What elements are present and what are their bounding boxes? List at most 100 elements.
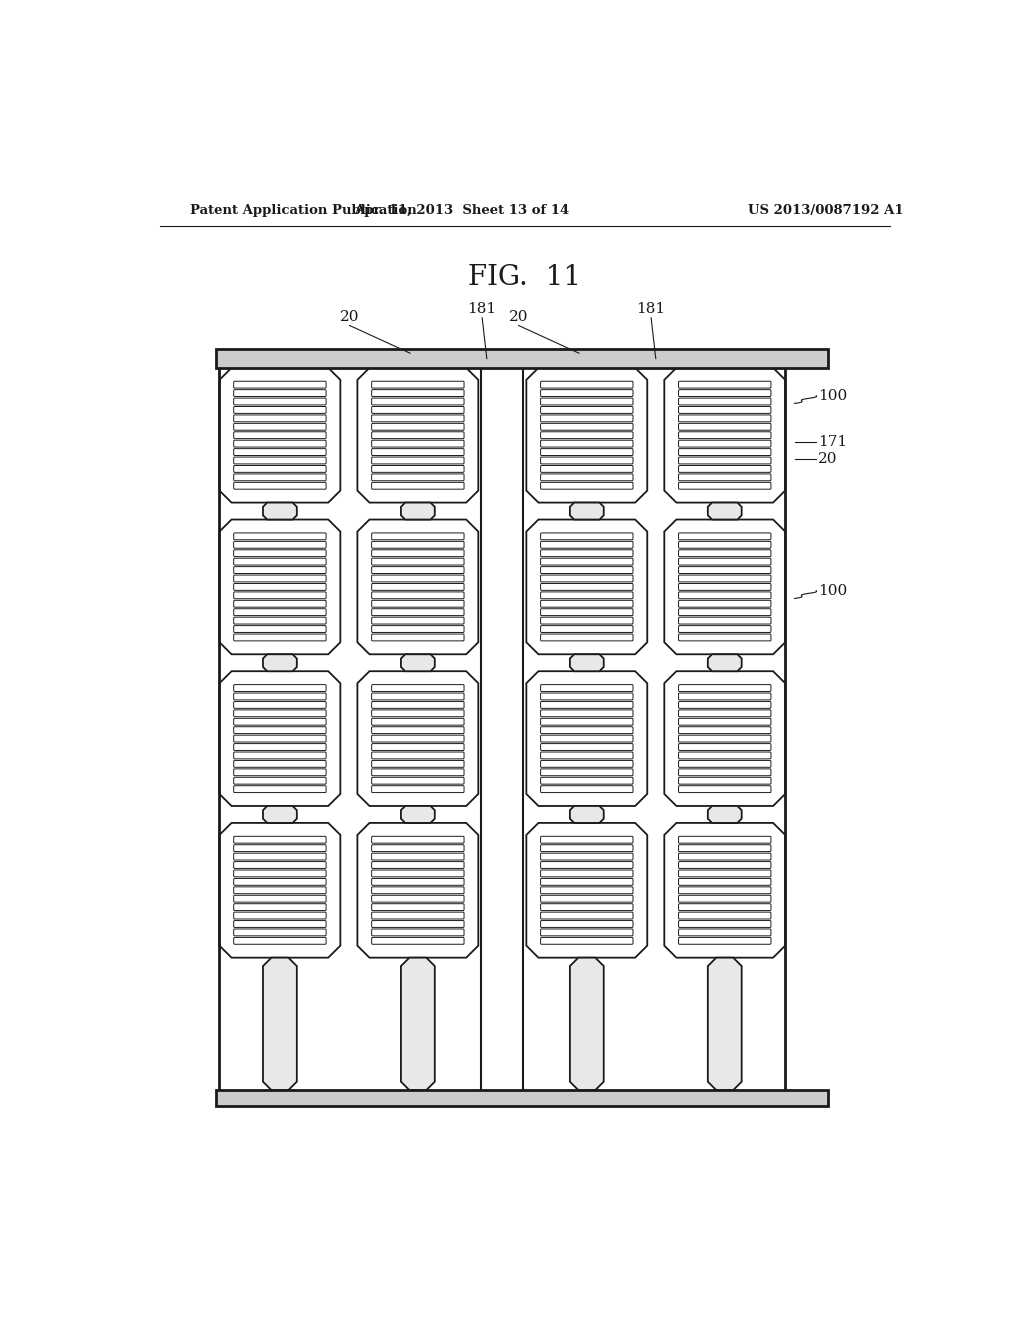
FancyBboxPatch shape [679, 533, 771, 540]
FancyBboxPatch shape [679, 482, 771, 490]
FancyBboxPatch shape [679, 583, 771, 590]
FancyBboxPatch shape [233, 432, 326, 438]
Polygon shape [570, 958, 604, 1090]
FancyBboxPatch shape [233, 424, 326, 430]
FancyBboxPatch shape [372, 912, 464, 919]
FancyBboxPatch shape [233, 414, 326, 422]
FancyBboxPatch shape [372, 414, 464, 422]
FancyBboxPatch shape [679, 768, 771, 776]
Polygon shape [219, 671, 340, 807]
FancyBboxPatch shape [233, 920, 326, 928]
FancyBboxPatch shape [541, 583, 633, 590]
FancyBboxPatch shape [372, 718, 464, 725]
FancyBboxPatch shape [679, 432, 771, 438]
Polygon shape [401, 958, 435, 1090]
FancyBboxPatch shape [372, 457, 464, 463]
FancyBboxPatch shape [233, 693, 326, 700]
FancyBboxPatch shape [541, 743, 633, 751]
Polygon shape [219, 520, 340, 655]
FancyBboxPatch shape [372, 845, 464, 851]
FancyBboxPatch shape [233, 929, 326, 936]
FancyBboxPatch shape [233, 785, 326, 792]
Text: 20: 20 [818, 453, 838, 466]
Text: 100: 100 [818, 583, 847, 598]
FancyBboxPatch shape [233, 482, 326, 490]
Polygon shape [665, 520, 785, 655]
Polygon shape [401, 503, 435, 520]
FancyBboxPatch shape [372, 904, 464, 911]
FancyBboxPatch shape [233, 837, 326, 843]
FancyBboxPatch shape [541, 878, 633, 886]
FancyBboxPatch shape [372, 381, 464, 388]
Text: FIG.  11: FIG. 11 [468, 264, 582, 292]
FancyBboxPatch shape [541, 768, 633, 776]
Polygon shape [357, 368, 478, 503]
FancyBboxPatch shape [340, 520, 357, 655]
FancyBboxPatch shape [216, 350, 827, 368]
FancyBboxPatch shape [679, 601, 771, 607]
Text: Apr. 11, 2013  Sheet 13 of 14: Apr. 11, 2013 Sheet 13 of 14 [353, 205, 569, 218]
FancyBboxPatch shape [647, 368, 665, 503]
FancyBboxPatch shape [679, 609, 771, 615]
FancyBboxPatch shape [541, 449, 633, 455]
FancyBboxPatch shape [679, 381, 771, 388]
Text: 171: 171 [818, 436, 847, 449]
FancyBboxPatch shape [679, 785, 771, 792]
FancyBboxPatch shape [233, 634, 326, 642]
FancyBboxPatch shape [679, 440, 771, 447]
FancyBboxPatch shape [233, 768, 326, 776]
FancyBboxPatch shape [233, 533, 326, 540]
FancyBboxPatch shape [233, 549, 326, 557]
FancyBboxPatch shape [541, 862, 633, 869]
FancyBboxPatch shape [372, 482, 464, 490]
FancyBboxPatch shape [679, 701, 771, 709]
FancyBboxPatch shape [679, 626, 771, 632]
Polygon shape [665, 822, 785, 958]
FancyBboxPatch shape [233, 878, 326, 886]
FancyBboxPatch shape [541, 414, 633, 422]
FancyBboxPatch shape [372, 618, 464, 624]
FancyBboxPatch shape [679, 407, 771, 413]
FancyBboxPatch shape [340, 822, 357, 958]
FancyBboxPatch shape [372, 407, 464, 413]
FancyBboxPatch shape [372, 685, 464, 692]
FancyBboxPatch shape [541, 887, 633, 894]
FancyBboxPatch shape [541, 609, 633, 615]
FancyBboxPatch shape [372, 449, 464, 455]
FancyBboxPatch shape [233, 862, 326, 869]
FancyBboxPatch shape [679, 887, 771, 894]
FancyBboxPatch shape [679, 845, 771, 851]
FancyBboxPatch shape [372, 634, 464, 642]
FancyBboxPatch shape [679, 399, 771, 405]
FancyBboxPatch shape [372, 937, 464, 944]
FancyBboxPatch shape [233, 853, 326, 861]
FancyBboxPatch shape [541, 785, 633, 792]
FancyBboxPatch shape [372, 777, 464, 784]
FancyBboxPatch shape [233, 601, 326, 607]
FancyBboxPatch shape [541, 701, 633, 709]
FancyBboxPatch shape [233, 760, 326, 767]
FancyBboxPatch shape [647, 671, 665, 807]
FancyBboxPatch shape [541, 718, 633, 725]
FancyBboxPatch shape [541, 895, 633, 902]
FancyBboxPatch shape [541, 541, 633, 548]
Text: 181: 181 [637, 302, 666, 317]
FancyBboxPatch shape [233, 735, 326, 742]
FancyBboxPatch shape [233, 626, 326, 632]
FancyBboxPatch shape [679, 693, 771, 700]
FancyBboxPatch shape [372, 576, 464, 582]
Polygon shape [263, 655, 297, 671]
Polygon shape [570, 807, 604, 822]
FancyBboxPatch shape [372, 710, 464, 717]
FancyBboxPatch shape [541, 407, 633, 413]
FancyBboxPatch shape [679, 618, 771, 624]
Text: 20: 20 [340, 310, 359, 323]
FancyBboxPatch shape [541, 870, 633, 876]
FancyBboxPatch shape [541, 845, 633, 851]
FancyBboxPatch shape [541, 735, 633, 742]
FancyBboxPatch shape [541, 474, 633, 480]
Polygon shape [708, 958, 741, 1090]
FancyBboxPatch shape [541, 693, 633, 700]
FancyBboxPatch shape [372, 601, 464, 607]
FancyBboxPatch shape [541, 533, 633, 540]
